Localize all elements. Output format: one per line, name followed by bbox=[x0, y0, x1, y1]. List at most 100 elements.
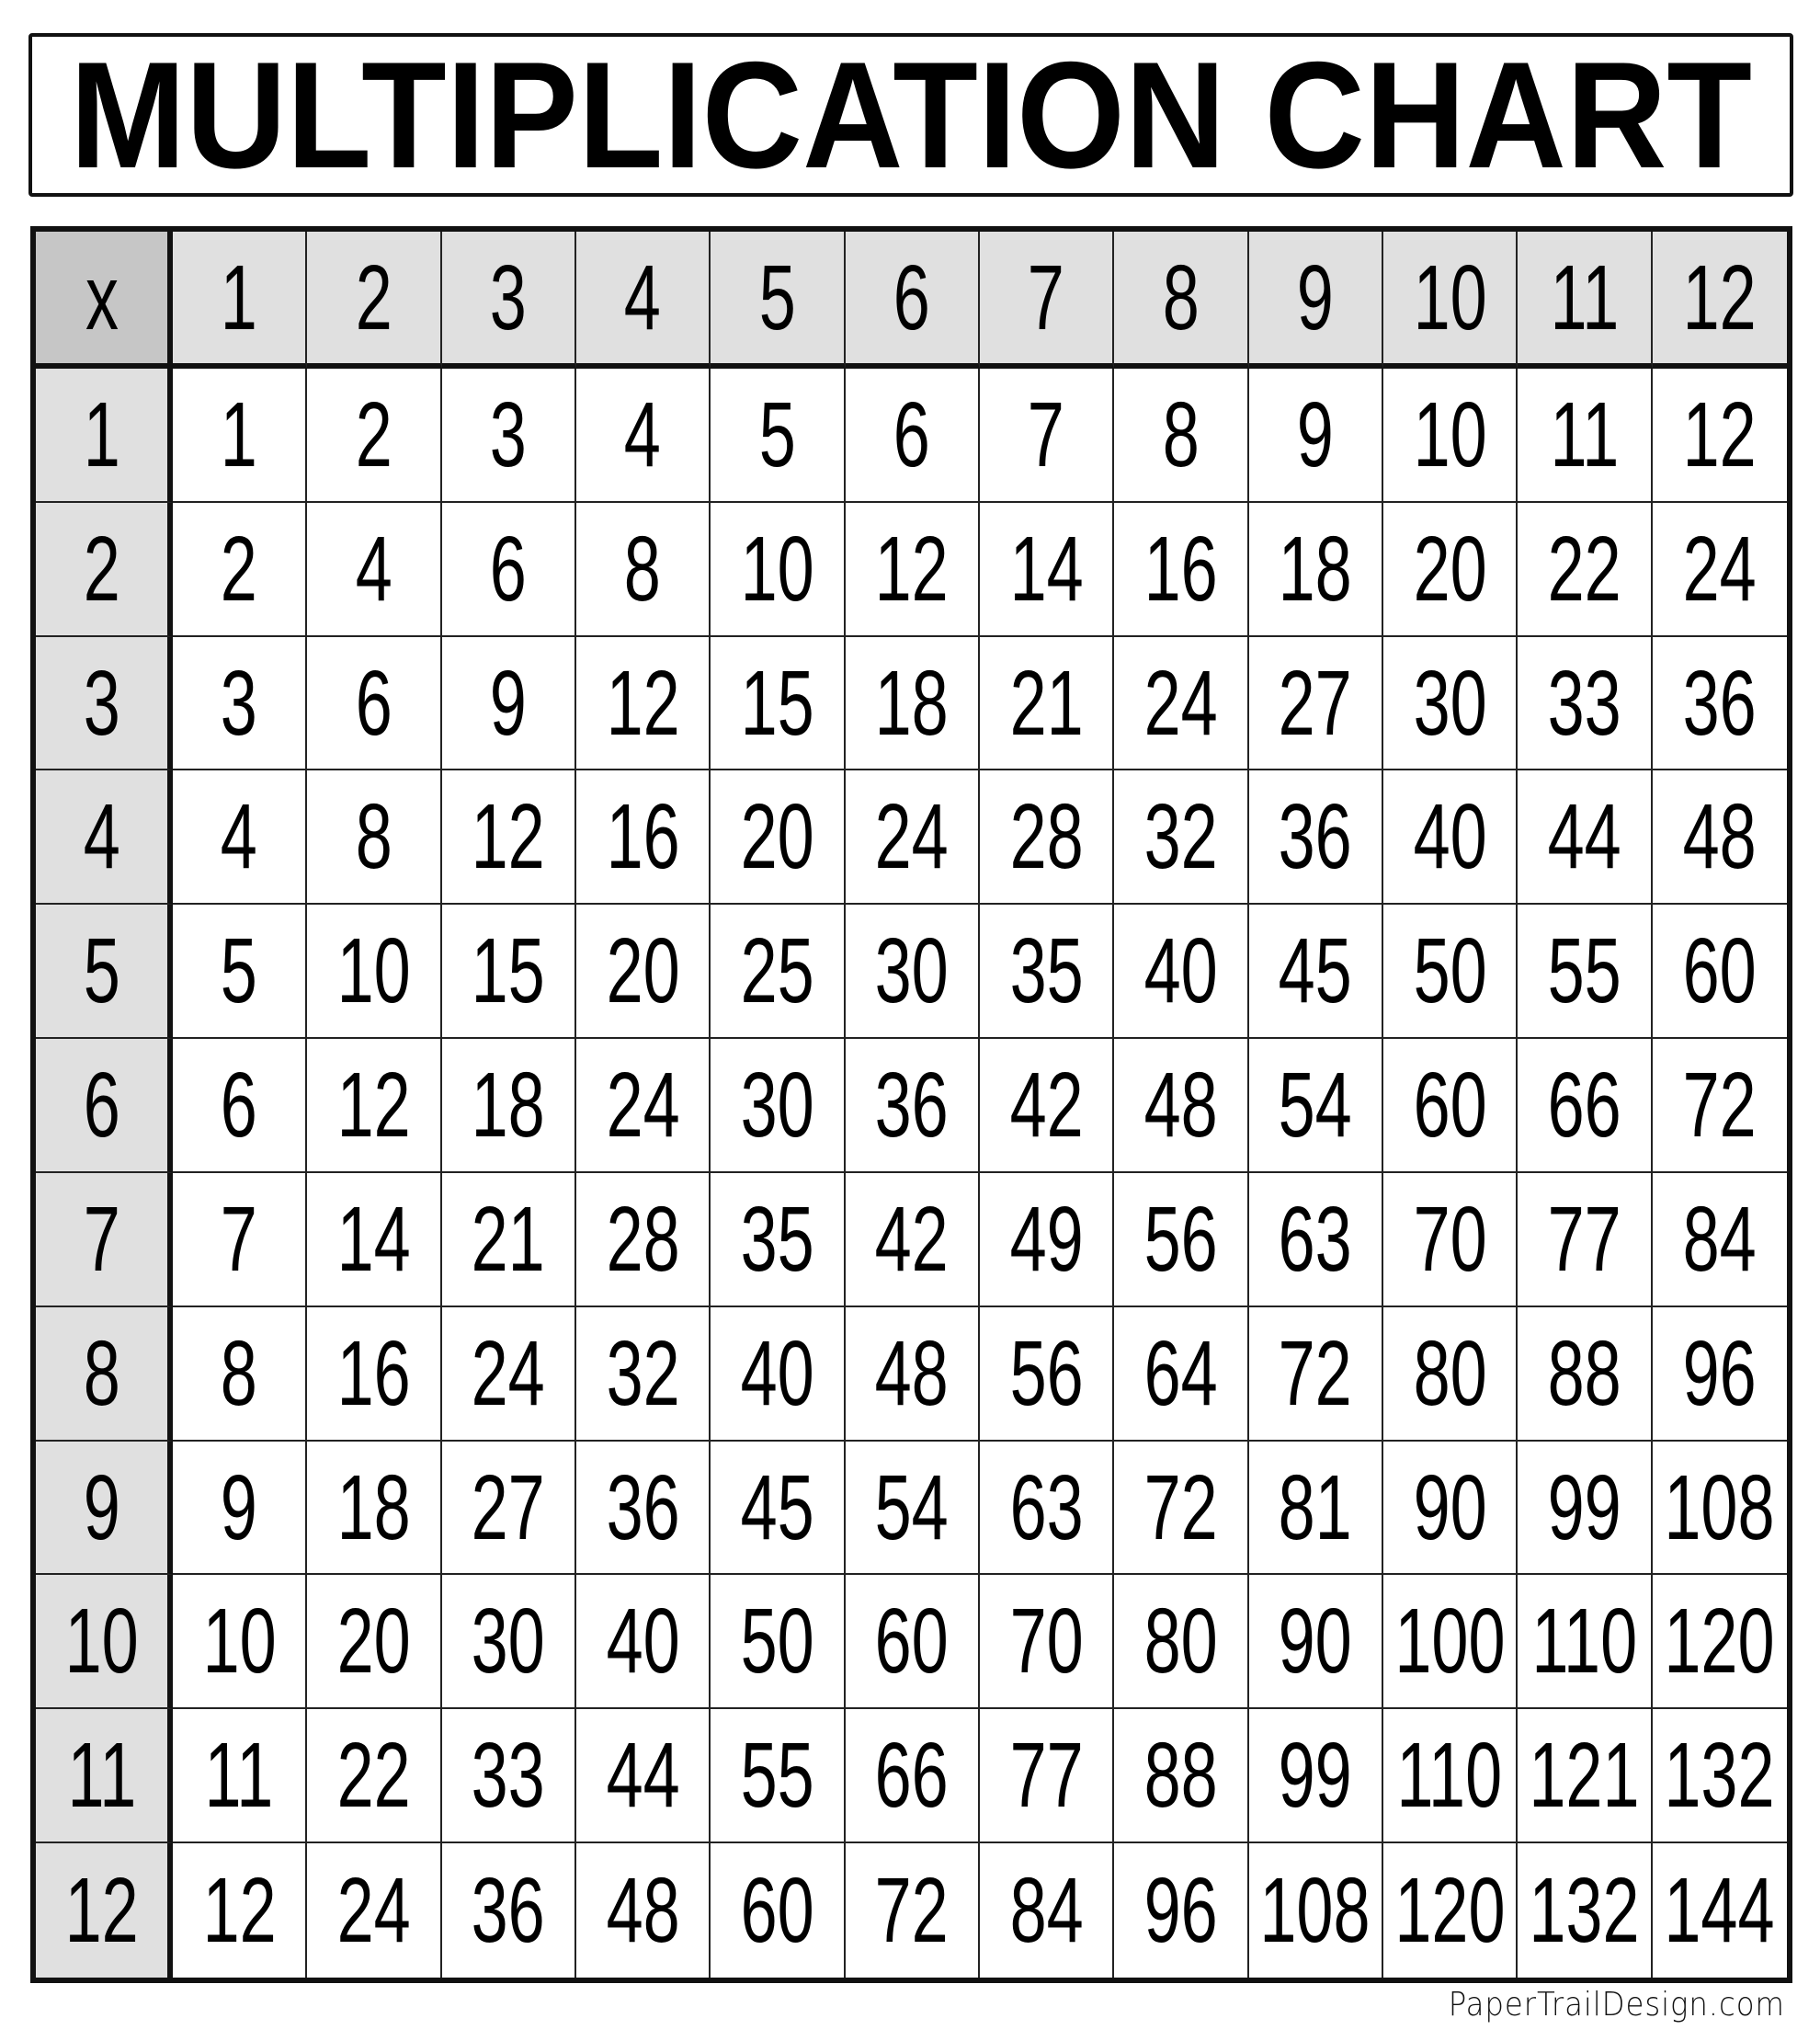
product-cell: 6 bbox=[173, 1039, 308, 1173]
product-cell: 48 bbox=[1652, 770, 1787, 906]
product-cell-text: 120 bbox=[1664, 1590, 1775, 1693]
product-cell: 35 bbox=[711, 1172, 846, 1307]
product-cell-text: 36 bbox=[606, 1455, 680, 1559]
product-cell: 36 bbox=[1652, 636, 1787, 771]
row-header: 10 bbox=[36, 1575, 173, 1710]
product-cell: 8 bbox=[1114, 369, 1249, 503]
product-cell-text: 60 bbox=[740, 1859, 814, 1963]
product-cell: 9 bbox=[441, 636, 576, 771]
product-cell: 30 bbox=[1382, 636, 1519, 771]
product-cell: 36 bbox=[441, 1843, 576, 1978]
product-cell: 30 bbox=[441, 1575, 576, 1710]
product-cell-text: 14 bbox=[1009, 517, 1084, 621]
product-cell: 48 bbox=[575, 1843, 711, 1978]
product-cell: 25 bbox=[711, 905, 846, 1040]
product-cell-text: 5 bbox=[758, 382, 796, 486]
column-header: 5 bbox=[711, 232, 846, 369]
product-cell-text: 24 bbox=[1143, 651, 1218, 755]
product-cell-text: 24 bbox=[336, 1859, 411, 1963]
product-cell: 10 bbox=[711, 502, 846, 637]
product-cell-text: 60 bbox=[874, 1590, 949, 1693]
product-cell-text: 40 bbox=[1143, 919, 1218, 1023]
column-header-text: 6 bbox=[893, 245, 930, 349]
product-cell-text: 11 bbox=[1550, 382, 1619, 486]
product-cell: 108 bbox=[1248, 1843, 1383, 1978]
product-cell: 99 bbox=[1248, 1709, 1383, 1844]
product-cell-text: 40 bbox=[1413, 785, 1487, 889]
product-cell-text: 30 bbox=[1413, 651, 1487, 755]
product-cell: 16 bbox=[1114, 502, 1249, 637]
product-cell: 24 bbox=[575, 1039, 711, 1173]
product-cell: 42 bbox=[979, 1039, 1115, 1173]
product-cell-text: 10 bbox=[202, 1590, 277, 1693]
row-header: 5 bbox=[36, 905, 173, 1040]
product-cell: 36 bbox=[575, 1441, 711, 1576]
product-cell-text: 27 bbox=[1278, 651, 1352, 755]
product-cell-text: 77 bbox=[1547, 1187, 1621, 1291]
product-cell: 11 bbox=[1518, 369, 1653, 503]
product-cell: 2 bbox=[307, 369, 442, 503]
product-cell-text: 12 bbox=[202, 1859, 277, 1963]
column-header-text: 8 bbox=[1162, 245, 1200, 349]
product-cell-text: 108 bbox=[1664, 1455, 1775, 1559]
product-cell: 63 bbox=[1248, 1172, 1383, 1307]
product-cell: 9 bbox=[1248, 369, 1383, 503]
product-cell: 5 bbox=[173, 905, 308, 1040]
product-cell-text: 9 bbox=[489, 651, 527, 755]
product-cell: 60 bbox=[711, 1843, 846, 1978]
column-header-text: 4 bbox=[624, 245, 662, 349]
product-cell-text: 1 bbox=[221, 382, 258, 486]
product-cell: 64 bbox=[1114, 1306, 1249, 1442]
product-cell: 30 bbox=[711, 1039, 846, 1173]
product-cell-text: 12 bbox=[874, 517, 949, 621]
product-cell: 30 bbox=[845, 905, 980, 1040]
multiplication-table: x 1 2 3 4 5 6 7 8 9 10 11 12 1 1 2 3 4 5 6 7 8 9 10 11 12 2 2 4 6 8 10 1… bbox=[30, 226, 1792, 1983]
product-cell-text: 132 bbox=[1664, 1724, 1775, 1828]
product-cell: 6 bbox=[441, 502, 576, 637]
product-cell-text: 49 bbox=[1009, 1187, 1084, 1291]
product-cell-text: 80 bbox=[1143, 1590, 1218, 1693]
product-cell-text: 15 bbox=[471, 919, 545, 1023]
footer-credit: PaperTrailDesign.com bbox=[1448, 1986, 1785, 2024]
product-cell: 21 bbox=[441, 1172, 576, 1307]
product-cell-text: 10 bbox=[1413, 382, 1487, 486]
column-header: 12 bbox=[1652, 232, 1787, 369]
product-cell-text: 60 bbox=[1413, 1054, 1487, 1157]
product-cell: 11 bbox=[173, 1709, 308, 1844]
product-cell-text: 63 bbox=[1278, 1187, 1352, 1291]
product-cell-text: 3 bbox=[221, 651, 258, 755]
product-cell: 44 bbox=[575, 1709, 711, 1844]
column-header: 3 bbox=[441, 232, 576, 369]
product-cell: 36 bbox=[845, 1039, 980, 1173]
product-cell-text: 8 bbox=[355, 785, 392, 889]
product-cell: 44 bbox=[1518, 770, 1653, 906]
product-cell: 27 bbox=[1248, 636, 1383, 771]
product-cell-text: 88 bbox=[1143, 1724, 1218, 1828]
column-header: 6 bbox=[845, 232, 980, 369]
product-cell: 12 bbox=[307, 1039, 442, 1173]
product-cell: 5 bbox=[711, 369, 846, 503]
product-cell-text: 8 bbox=[1162, 382, 1200, 486]
product-cell-text: 2 bbox=[355, 382, 392, 486]
product-cell-text: 50 bbox=[740, 1590, 814, 1693]
product-cell-text: 70 bbox=[1009, 1590, 1084, 1693]
product-cell: 20 bbox=[575, 905, 711, 1040]
product-cell-text: 4 bbox=[355, 517, 392, 621]
row-header-text: 1 bbox=[83, 382, 120, 486]
product-cell: 10 bbox=[173, 1575, 308, 1710]
product-cell-text: 6 bbox=[893, 382, 930, 486]
product-cell: 63 bbox=[979, 1441, 1115, 1576]
product-cell-text: 35 bbox=[740, 1187, 814, 1291]
page-title: MULTIPLICATION CHART bbox=[70, 37, 1752, 193]
product-cell: 50 bbox=[1382, 905, 1519, 1040]
product-cell: 24 bbox=[1652, 502, 1787, 637]
product-cell: 10 bbox=[307, 905, 442, 1040]
column-header-text: 1 bbox=[221, 245, 258, 349]
product-cell: 50 bbox=[711, 1575, 846, 1710]
product-cell: 84 bbox=[979, 1843, 1115, 1978]
product-cell-text: 40 bbox=[606, 1590, 680, 1693]
product-cell-text: 7 bbox=[221, 1187, 258, 1291]
row-header-text: 4 bbox=[83, 785, 120, 889]
product-cell: 84 bbox=[1652, 1172, 1787, 1307]
product-cell: 60 bbox=[845, 1575, 980, 1710]
